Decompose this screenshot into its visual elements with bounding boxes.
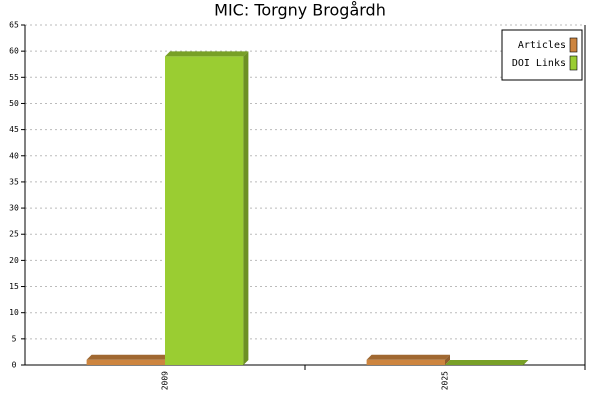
y-tick-label: 15: [9, 282, 19, 291]
bar-front: [86, 359, 165, 365]
x-tick-label: 2009: [161, 371, 170, 390]
bar: [366, 354, 450, 365]
x-tick-label: 2025: [441, 371, 450, 390]
bar-top: [366, 354, 450, 360]
legend-box: [501, 29, 583, 81]
legend-label: DOI Links: [512, 58, 566, 69]
chart-title: MIC: Torgny Brogårdh: [214, 1, 386, 20]
bar-top: [86, 354, 170, 360]
y-tick-label: 5: [12, 334, 17, 343]
y-tick-label: 45: [9, 125, 19, 134]
y-tick-label: 50: [9, 99, 19, 108]
y-tick-label: 60: [9, 47, 19, 56]
legend-swatch: [569, 37, 578, 53]
y-tick-label: 20: [9, 256, 19, 265]
bar-side: [243, 51, 249, 366]
y-tick-label: 10: [9, 308, 19, 317]
bar-front: [366, 359, 445, 365]
bar: [445, 360, 529, 365]
y-tick-label: 40: [9, 151, 19, 160]
y-tick-label: 25: [9, 230, 19, 239]
y-tick-label: 35: [9, 177, 19, 186]
y-tick-label: 0: [12, 361, 17, 370]
bar-side: [445, 354, 450, 365]
legend-label: Articles: [518, 40, 566, 51]
bar-top: [165, 51, 249, 57]
bar: [165, 51, 249, 366]
bar-top: [445, 360, 529, 365]
bar-front: [165, 56, 244, 366]
legend-swatch: [569, 55, 578, 71]
bar: [86, 354, 170, 365]
y-tick-label: 55: [9, 73, 19, 82]
y-tick-label: 30: [9, 204, 19, 213]
y-tick-label: 65: [9, 21, 19, 30]
